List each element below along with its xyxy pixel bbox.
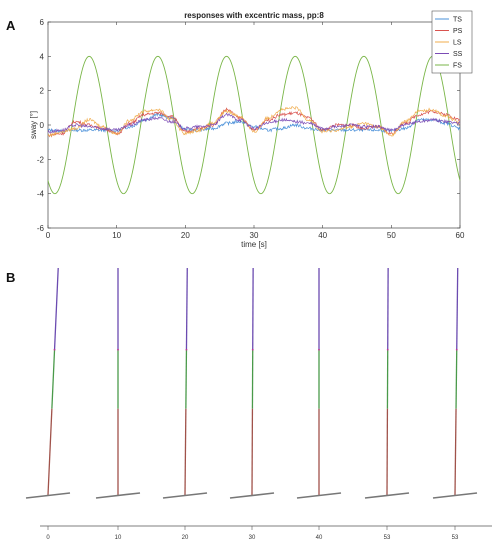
foot-platform (229, 492, 275, 499)
y-tick-label: -6 (37, 224, 45, 233)
panel-label-a: A (6, 18, 16, 33)
legend-entry: SS (453, 51, 463, 58)
series-fs (47, 55, 461, 195)
stick-figure (25, 267, 71, 499)
y-axis-label: sway [°] (29, 111, 38, 139)
panel-label-b: B (6, 270, 15, 285)
x-tick-label: 20 (181, 231, 190, 240)
x-tick-label: 30 (250, 231, 259, 240)
foot-platform (25, 492, 71, 499)
series-ss (47, 112, 461, 134)
foot-platform (95, 492, 141, 499)
x-tick-label: 0 (46, 231, 51, 240)
stick-figure (229, 267, 275, 499)
series-ls (47, 106, 461, 137)
joint (53, 348, 56, 351)
x-tick-label: 10 (112, 231, 121, 240)
b-tick-label: 30 (249, 535, 256, 541)
foot-platform (364, 492, 410, 499)
body-segment (185, 349, 188, 409)
joint (318, 348, 320, 351)
x-tick-label: 40 (318, 231, 327, 240)
stick-figure (162, 267, 208, 499)
legend-entry: LS (453, 40, 462, 47)
stick-figures (25, 267, 478, 499)
body-segment (455, 349, 458, 409)
body-segment (184, 408, 187, 496)
legend-entry: TS (453, 17, 462, 24)
axis-ticks: 0 10 20 30 40 50 60 -6 -4 -2 0 2 4 6 (37, 18, 465, 240)
stick-figure (364, 267, 410, 499)
foot-platform (432, 492, 478, 499)
body-segment (454, 408, 457, 496)
foot-platform (162, 492, 208, 499)
series-lines (47, 55, 461, 195)
body-segment (185, 267, 188, 350)
x-tick-label: 50 (387, 231, 396, 240)
x-axis-label: time [s] (241, 240, 267, 249)
b-axis-ticks: 0 10 20 30 40 53 53 (46, 526, 459, 541)
b-tick-label: 40 (316, 535, 323, 541)
plot-area (47, 21, 461, 229)
body-segment (47, 408, 53, 496)
y-tick-label: 0 (40, 121, 45, 130)
b-tick-label: 53 (452, 535, 459, 541)
x-tick-label: 60 (456, 231, 465, 240)
legend: TS PS LS SS FS (431, 10, 473, 74)
stick-figure (95, 268, 141, 499)
joint (455, 348, 458, 351)
y-tick-label: -4 (37, 190, 45, 199)
b-tick-label: 10 (115, 535, 122, 541)
body-segment (53, 267, 59, 350)
legend-entry: FS (453, 63, 462, 70)
y-tick-label: 6 (40, 18, 45, 27)
joint (251, 348, 254, 351)
stick-figure (432, 267, 478, 499)
foot-platform (296, 492, 342, 499)
chart-title: responses with excentric mass, pp:8 (184, 11, 324, 20)
joint (117, 348, 119, 351)
y-tick-label: -2 (37, 155, 45, 164)
stick-figure (296, 268, 342, 499)
y-tick-label: 2 (40, 87, 45, 96)
legend-entry: PS (453, 28, 463, 35)
b-tick-label: 0 (46, 535, 50, 541)
b-tick-label: 20 (182, 535, 189, 541)
y-tick-label: 4 (40, 52, 45, 61)
body-segment (456, 267, 459, 350)
b-tick-label: 53 (384, 535, 391, 541)
joint (386, 348, 389, 351)
body-segment (51, 349, 56, 409)
joint (185, 348, 188, 351)
